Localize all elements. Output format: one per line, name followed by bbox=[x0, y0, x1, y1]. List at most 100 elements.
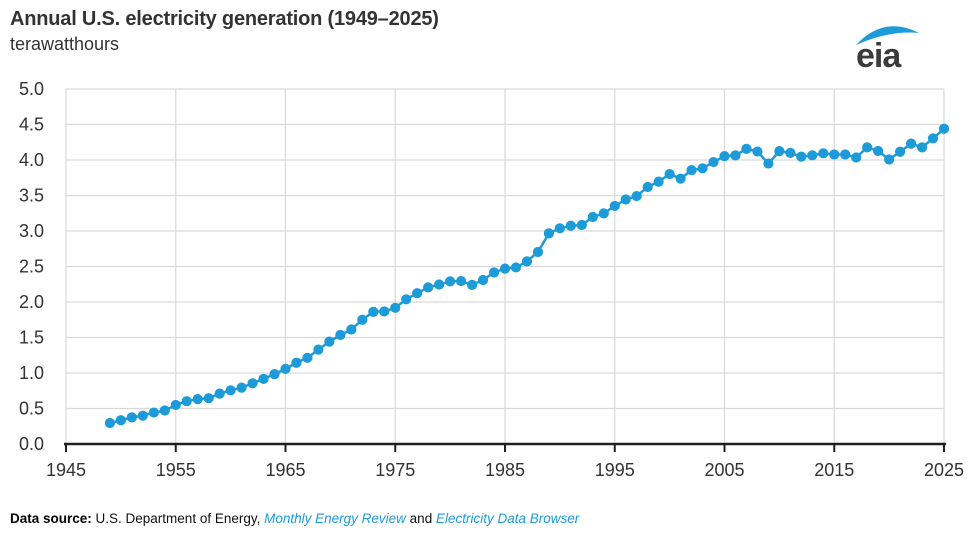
y-tick-label-1.0: 1.0 bbox=[19, 363, 44, 383]
data-point-2010 bbox=[774, 146, 785, 157]
data-point-1955 bbox=[170, 399, 181, 411]
x-tick-label-1955: 1955 bbox=[156, 460, 196, 480]
y-tick-label-3.0: 3.0 bbox=[19, 221, 44, 241]
y-tick-label-2.0: 2.0 bbox=[19, 292, 44, 312]
data-point-2003 bbox=[697, 163, 708, 174]
data-point-1998 bbox=[642, 181, 653, 193]
data-point-2020 bbox=[884, 154, 895, 165]
x-tick-label-1985: 1985 bbox=[485, 460, 525, 480]
data-point-1991 bbox=[565, 220, 576, 231]
data-point-1959 bbox=[214, 388, 225, 399]
eia-swoosh-icon bbox=[856, 26, 919, 45]
data-point-1951 bbox=[126, 412, 137, 423]
data-point-1969 bbox=[324, 336, 335, 347]
chart-subtitle: terawatthours bbox=[10, 34, 120, 54]
data-point-1963 bbox=[258, 373, 269, 384]
link-monthly-energy-review[interactable]: Monthly Energy Review bbox=[264, 511, 406, 526]
data-point-1965 bbox=[280, 363, 291, 374]
data-point-2015 bbox=[829, 149, 840, 160]
series-line bbox=[109, 127, 945, 425]
eia-logo: eia bbox=[850, 14, 930, 75]
data-point-1981 bbox=[456, 275, 467, 287]
data-point-1984 bbox=[488, 267, 500, 278]
data-point-1949 bbox=[104, 417, 115, 429]
y-tick-label-2.5: 2.5 bbox=[19, 257, 44, 277]
data-point-1993 bbox=[587, 211, 598, 223]
data-point-1982 bbox=[466, 279, 478, 290]
data-point-1979 bbox=[434, 279, 445, 290]
data-point-2008 bbox=[752, 146, 763, 157]
data-point-1971 bbox=[346, 324, 357, 335]
data-point-1968 bbox=[313, 344, 324, 355]
data-point-2004 bbox=[708, 156, 719, 168]
data-point-1952 bbox=[137, 410, 148, 421]
data-point-1996 bbox=[620, 194, 631, 205]
x-tick-label-1975: 1975 bbox=[375, 460, 415, 480]
data-point-1995 bbox=[609, 200, 620, 212]
y-tick-label-3.5: 3.5 bbox=[19, 186, 44, 206]
data-source: Data source: U.S. Department of Energy, … bbox=[10, 511, 579, 526]
x-tick-label-2005: 2005 bbox=[704, 460, 744, 480]
data-point-1954 bbox=[159, 405, 170, 416]
data-point-2017 bbox=[851, 152, 862, 163]
x-tick-label-1945: 1945 bbox=[46, 460, 86, 480]
data-point-1977 bbox=[412, 288, 423, 299]
data-point-1997 bbox=[631, 190, 642, 202]
data-point-1966 bbox=[291, 357, 302, 368]
data-point-2014 bbox=[818, 148, 829, 159]
x-tick-label-2025: 2025 bbox=[924, 460, 964, 480]
y-tick-label-5.0: 5.0 bbox=[19, 79, 44, 99]
data-point-1967 bbox=[302, 352, 313, 363]
data-point-1953 bbox=[148, 407, 159, 418]
data-point-1990 bbox=[554, 223, 565, 234]
data-point-1999 bbox=[653, 176, 664, 187]
data-point-1956 bbox=[181, 396, 192, 407]
y-tick-label-4.5: 4.5 bbox=[19, 115, 44, 135]
data-point-2002 bbox=[686, 164, 697, 176]
data-point-2007 bbox=[741, 143, 752, 154]
data-point-1989 bbox=[543, 228, 555, 239]
data-source-conjunction: and bbox=[405, 511, 436, 526]
data-point-2022 bbox=[905, 138, 917, 149]
data-source-label: Data source: bbox=[10, 511, 92, 526]
y-tick-label-0.5: 0.5 bbox=[19, 399, 44, 419]
data-point-1970 bbox=[335, 329, 346, 341]
data-point-1958 bbox=[203, 393, 214, 404]
data-point-1983 bbox=[477, 274, 489, 286]
data-point-1988 bbox=[532, 246, 544, 258]
chart-header: Annual U.S. electricity generation (1949… bbox=[10, 8, 439, 55]
data-point-1974 bbox=[379, 306, 390, 317]
data-point-1978 bbox=[423, 282, 434, 293]
data-point-1973 bbox=[368, 306, 379, 317]
data-point-1985 bbox=[499, 263, 511, 274]
data-point-2005 bbox=[719, 150, 730, 162]
x-tick-label-1995: 1995 bbox=[595, 460, 635, 480]
y-tick-label-1.5: 1.5 bbox=[19, 328, 44, 348]
data-point-2019 bbox=[873, 145, 884, 157]
data-point-1980 bbox=[445, 276, 456, 287]
data-point-2021 bbox=[895, 146, 906, 157]
data-point-1962 bbox=[247, 378, 258, 389]
link-electricity-data-browser[interactable]: Electricity Data Browser bbox=[435, 511, 580, 526]
data-point-1976 bbox=[401, 294, 412, 305]
data-point-1986 bbox=[510, 262, 522, 273]
data-point-2009 bbox=[763, 158, 774, 169]
data-point-1957 bbox=[192, 394, 203, 405]
data-point-2025 bbox=[938, 123, 950, 134]
y-tick-label-4.0: 4.0 bbox=[19, 150, 44, 170]
data-point-2013 bbox=[807, 150, 818, 161]
data-point-2000 bbox=[664, 168, 675, 180]
data-point-2016 bbox=[840, 149, 851, 160]
x-tick-label-2015: 2015 bbox=[814, 460, 854, 480]
x-tick-label-1965: 1965 bbox=[265, 460, 305, 480]
eia-logo-graphic: eia bbox=[856, 26, 919, 75]
eia-logo-text: eia bbox=[856, 37, 902, 74]
data-point-1992 bbox=[576, 219, 587, 231]
chart-canvas: 1945 1955 1965 1975 1985 1995 2005 2015 2025 0.0 0… bbox=[19, 79, 964, 480]
data-point-2011 bbox=[785, 147, 796, 158]
data-point-1950 bbox=[115, 415, 126, 426]
data-point-2001 bbox=[675, 173, 686, 184]
data-point-1961 bbox=[236, 382, 247, 393]
data-point-1994 bbox=[598, 208, 609, 219]
data-point-1987 bbox=[521, 256, 533, 267]
